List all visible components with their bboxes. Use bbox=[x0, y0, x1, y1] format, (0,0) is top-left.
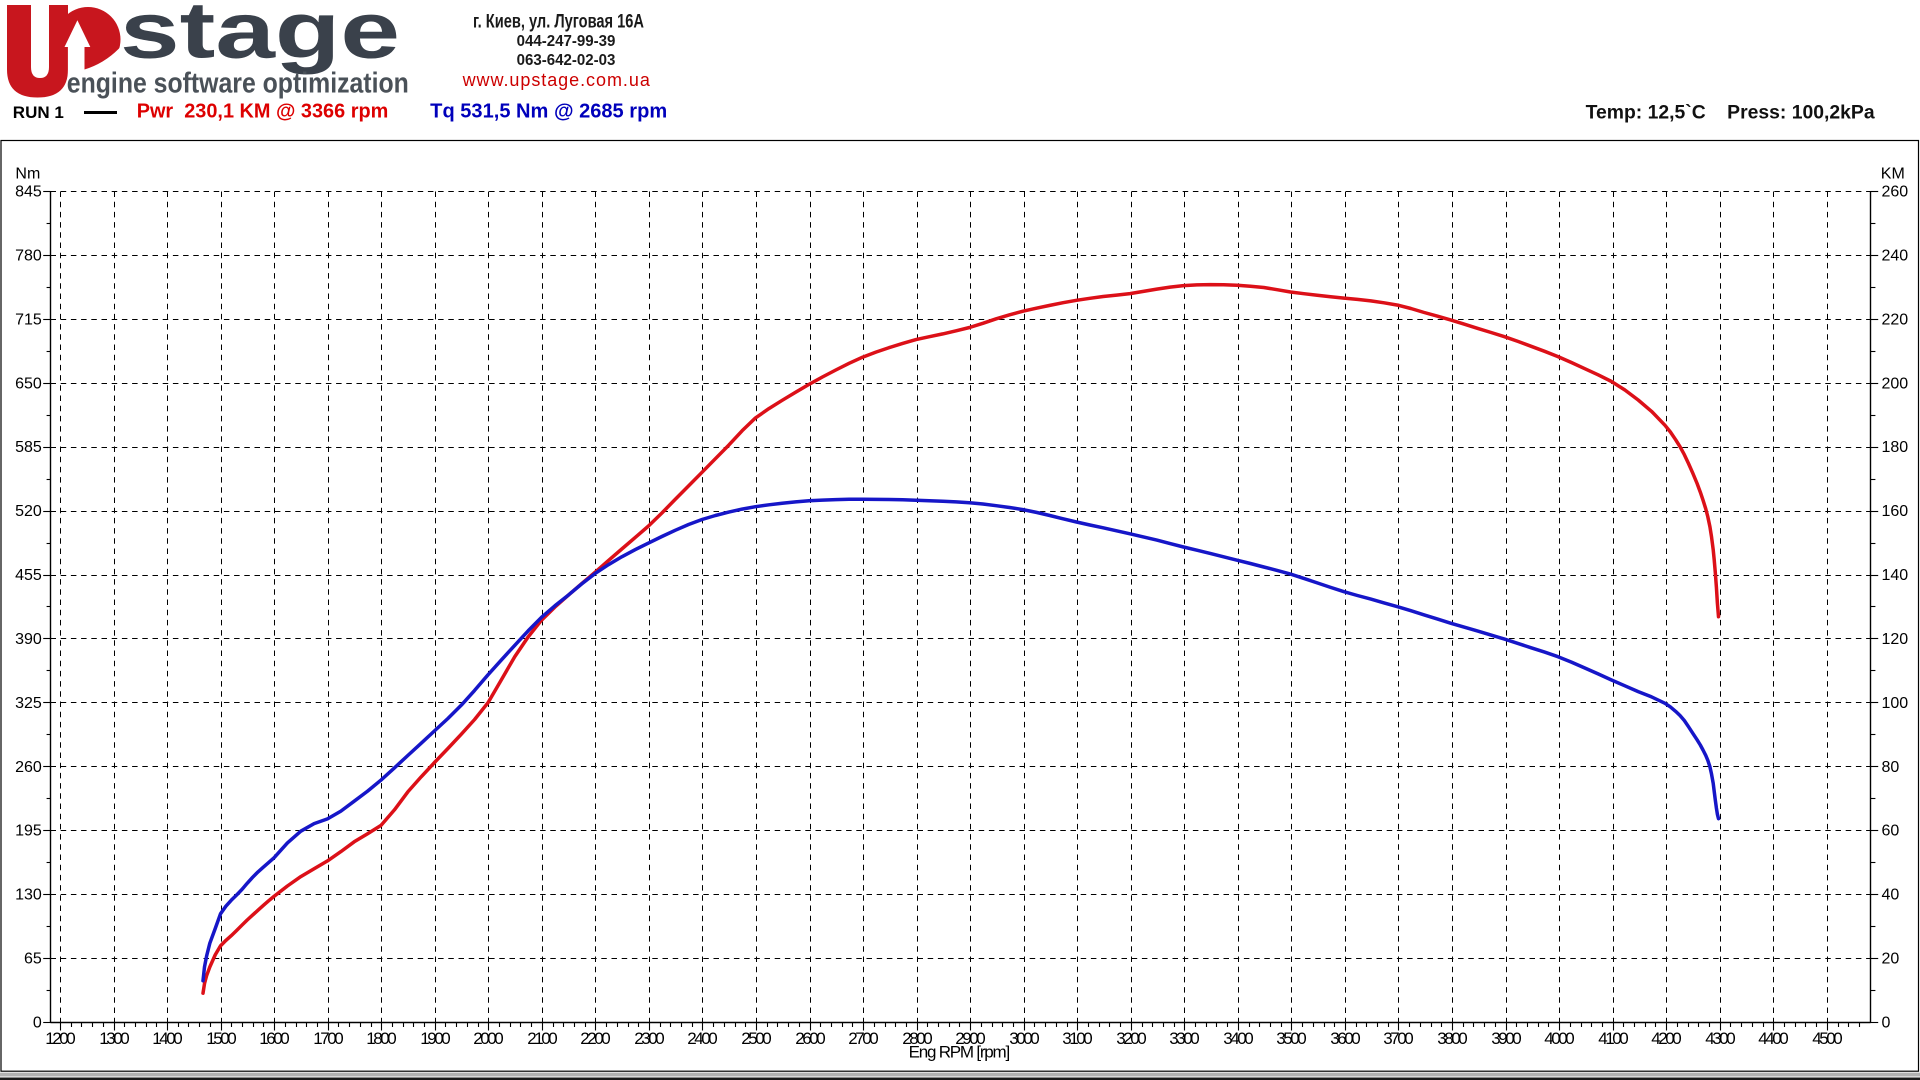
svg-text:г. Киев, ул. Луговая 16А: г. Киев, ул. Луговая 16А bbox=[473, 11, 644, 33]
svg-text:1300: 1300 bbox=[99, 1029, 130, 1048]
svg-text:3800: 3800 bbox=[1437, 1029, 1468, 1048]
svg-text:4400: 4400 bbox=[1758, 1029, 1789, 1048]
svg-text:stage: stage bbox=[120, 0, 400, 75]
svg-text:845: 845 bbox=[15, 184, 42, 201]
svg-text:325: 325 bbox=[15, 695, 42, 712]
svg-text:3700: 3700 bbox=[1383, 1029, 1414, 1048]
svg-text:1600: 1600 bbox=[259, 1029, 290, 1048]
svg-text:40: 40 bbox=[1882, 887, 1900, 904]
svg-text:2300: 2300 bbox=[634, 1029, 665, 1048]
svg-text:650: 650 bbox=[15, 375, 42, 392]
svg-text:2000: 2000 bbox=[473, 1029, 504, 1048]
svg-text:260: 260 bbox=[1882, 184, 1909, 201]
svg-text:2500: 2500 bbox=[741, 1029, 772, 1048]
svg-text:3200: 3200 bbox=[1116, 1029, 1147, 1048]
svg-text:2900: 2900 bbox=[955, 1029, 986, 1048]
svg-text:585: 585 bbox=[15, 439, 42, 456]
svg-text:2700: 2700 bbox=[848, 1029, 879, 1048]
svg-text:160: 160 bbox=[1882, 503, 1909, 520]
svg-text:220: 220 bbox=[1882, 311, 1909, 328]
svg-text:240: 240 bbox=[1882, 247, 1909, 264]
svg-text:780: 780 bbox=[15, 247, 42, 264]
svg-text:1700: 1700 bbox=[313, 1029, 344, 1048]
svg-text:1400: 1400 bbox=[152, 1029, 183, 1048]
svg-text:4000: 4000 bbox=[1544, 1029, 1575, 1048]
svg-text:1900: 1900 bbox=[420, 1029, 451, 1048]
svg-text:2600: 2600 bbox=[795, 1029, 826, 1048]
svg-text:Pwr 230,1 KM @ 3366 rpm: Pwr 230,1 KM @ 3366 rpm bbox=[137, 101, 389, 123]
svg-text:140: 140 bbox=[1882, 567, 1909, 584]
svg-text:Nm: Nm bbox=[15, 166, 40, 183]
svg-text:60: 60 bbox=[1882, 823, 1900, 840]
svg-text:715: 715 bbox=[15, 311, 42, 328]
svg-text:3000: 3000 bbox=[1009, 1029, 1040, 1048]
svg-text:3100: 3100 bbox=[1062, 1029, 1093, 1048]
svg-text:3600: 3600 bbox=[1330, 1029, 1361, 1048]
svg-text:195: 195 bbox=[15, 823, 42, 840]
svg-text:3300: 3300 bbox=[1169, 1029, 1200, 1048]
svg-text:180: 180 bbox=[1882, 439, 1909, 456]
svg-text:3400: 3400 bbox=[1223, 1029, 1254, 1048]
svg-text:KM: KM bbox=[1881, 166, 1905, 183]
svg-text:1200: 1200 bbox=[45, 1029, 76, 1048]
svg-text:4200: 4200 bbox=[1651, 1029, 1682, 1048]
svg-text:2200: 2200 bbox=[580, 1029, 611, 1048]
svg-text:390: 390 bbox=[15, 631, 42, 648]
svg-text:063-642-02-03: 063-642-02-03 bbox=[517, 52, 616, 69]
svg-text:0: 0 bbox=[33, 1015, 42, 1032]
svg-text:Eng RPM [rpm]: Eng RPM [rpm] bbox=[909, 1043, 1011, 1062]
svg-text:Temp: 12,5`C Press: 100,2kP: Temp: 12,5`C Press: 100,2kPa bbox=[1586, 103, 1875, 124]
svg-text:4500: 4500 bbox=[1812, 1029, 1843, 1048]
svg-text:0: 0 bbox=[1882, 1015, 1891, 1032]
svg-text:130: 130 bbox=[15, 887, 42, 904]
svg-text:260: 260 bbox=[15, 759, 42, 776]
svg-text:120: 120 bbox=[1882, 631, 1909, 648]
svg-text:65: 65 bbox=[24, 951, 42, 968]
svg-text:2800: 2800 bbox=[902, 1029, 933, 1048]
svg-text:20: 20 bbox=[1882, 951, 1900, 968]
svg-text:1500: 1500 bbox=[206, 1029, 237, 1048]
svg-text:520: 520 bbox=[15, 503, 42, 520]
svg-text:044-247-99-39: 044-247-99-39 bbox=[517, 33, 616, 50]
svg-text:www.upstage.com.ua: www.upstage.com.ua bbox=[462, 70, 651, 90]
svg-text:2100: 2100 bbox=[527, 1029, 558, 1048]
svg-text:2400: 2400 bbox=[687, 1029, 718, 1048]
svg-text:200: 200 bbox=[1882, 375, 1909, 392]
svg-text:Tq 531,5 Nm @ 2685 rpm: Tq 531,5 Nm @ 2685 rpm bbox=[430, 101, 667, 123]
svg-text:100: 100 bbox=[1882, 695, 1909, 712]
svg-text:3900: 3900 bbox=[1491, 1029, 1522, 1048]
svg-text:engine software optimization: engine software optimization bbox=[67, 68, 409, 100]
svg-text:3500: 3500 bbox=[1276, 1029, 1307, 1048]
svg-text:4300: 4300 bbox=[1705, 1029, 1736, 1048]
svg-text:4100: 4100 bbox=[1598, 1029, 1629, 1048]
svg-text:RUN 1: RUN 1 bbox=[13, 103, 64, 122]
svg-text:80: 80 bbox=[1882, 759, 1900, 776]
svg-text:1800: 1800 bbox=[366, 1029, 397, 1048]
svg-text:455: 455 bbox=[15, 567, 42, 584]
